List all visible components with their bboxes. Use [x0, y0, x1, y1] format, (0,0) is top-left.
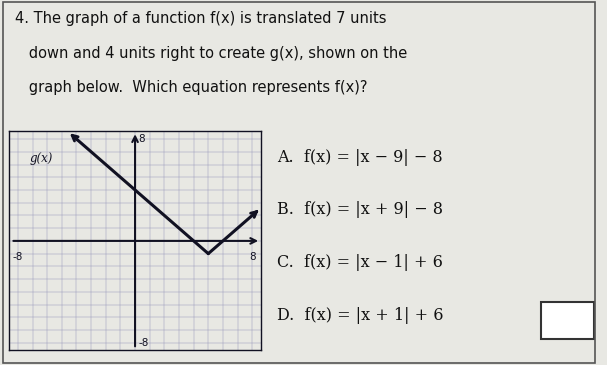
- Text: 8: 8: [249, 252, 256, 262]
- Text: C.  f(x) = |x − 1| + 6: C. f(x) = |x − 1| + 6: [277, 254, 443, 271]
- Text: B.  f(x) = |x + 9| − 8: B. f(x) = |x + 9| − 8: [277, 201, 443, 219]
- Text: 4. The graph of a function f(x) is translated 7 units: 4. The graph of a function f(x) is trans…: [15, 11, 387, 26]
- Text: -8: -8: [13, 252, 23, 262]
- Text: A.  f(x) = |x − 9| − 8: A. f(x) = |x − 9| − 8: [277, 149, 443, 166]
- Text: 8: 8: [139, 134, 145, 144]
- Text: graph below.  Which equation represents f(x)?: graph below. Which equation represents f…: [15, 80, 368, 95]
- Bar: [541, 302, 594, 339]
- Text: D.  f(x) = |x + 1| + 6: D. f(x) = |x + 1| + 6: [277, 307, 444, 324]
- Text: -8: -8: [139, 338, 149, 348]
- Text: g(x): g(x): [30, 152, 53, 165]
- Text: down and 4 units right to create g(x), shown on the: down and 4 units right to create g(x), s…: [15, 46, 407, 61]
